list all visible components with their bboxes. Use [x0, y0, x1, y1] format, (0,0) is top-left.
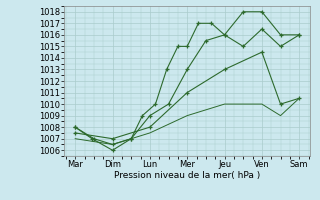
X-axis label: Pression niveau de la mer( hPa ): Pression niveau de la mer( hPa ) [114, 171, 260, 180]
